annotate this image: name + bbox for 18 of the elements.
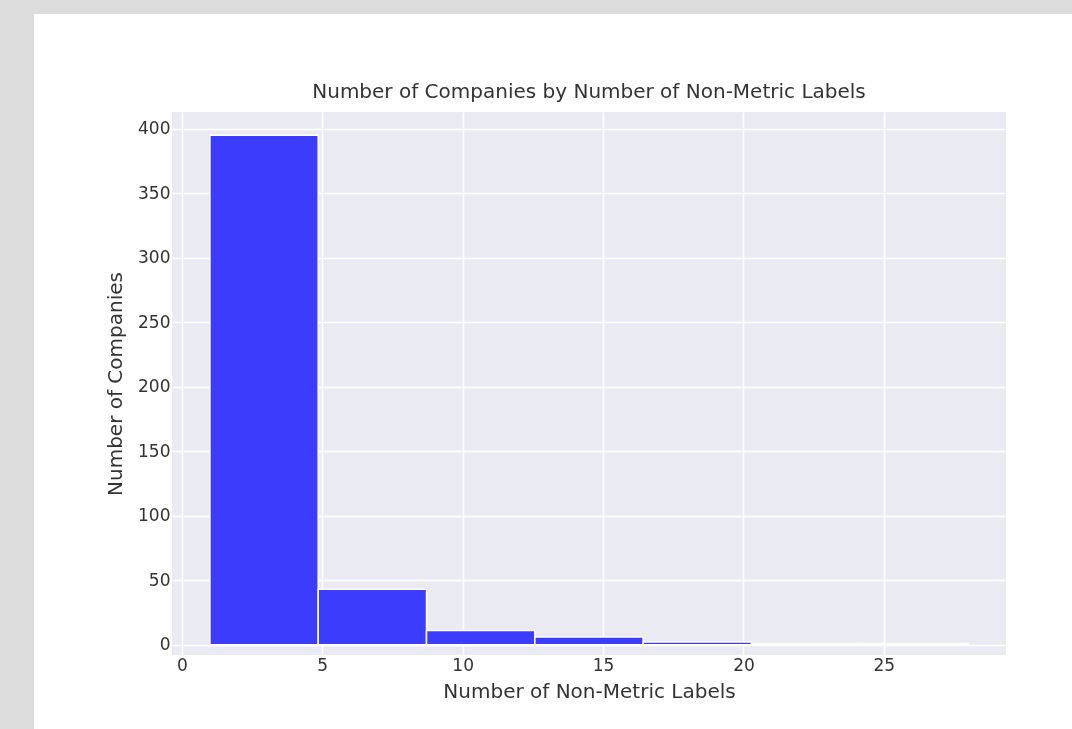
y-tick-label: 100 [138,505,171,526]
chart-title: Number of Companies by Number of Non-Metric Labels [312,79,866,103]
x-tick-label: 0 [176,654,188,675]
y-tick-label: 0 [159,634,171,655]
x-tick-label: 25 [873,654,896,675]
y-tick-label: 200 [138,376,171,397]
y-tick-label: 350 [138,182,171,203]
x-axis-title: Number of Non-Metric Labels [443,678,736,703]
y-tick-label: 400 [138,118,171,139]
x-tick-label: 20 [733,654,755,675]
y-axis-title: Number of Companies [103,272,128,496]
x-tick-label: 5 [317,654,329,675]
y-tick-label: 50 [148,569,171,590]
y-tick-label: 300 [138,247,171,268]
x-tick-label: 10 [452,654,474,675]
x-tick-label: 15 [592,654,615,675]
y-tick-label: 150 [138,440,171,461]
y-tick-label: 250 [138,311,171,332]
